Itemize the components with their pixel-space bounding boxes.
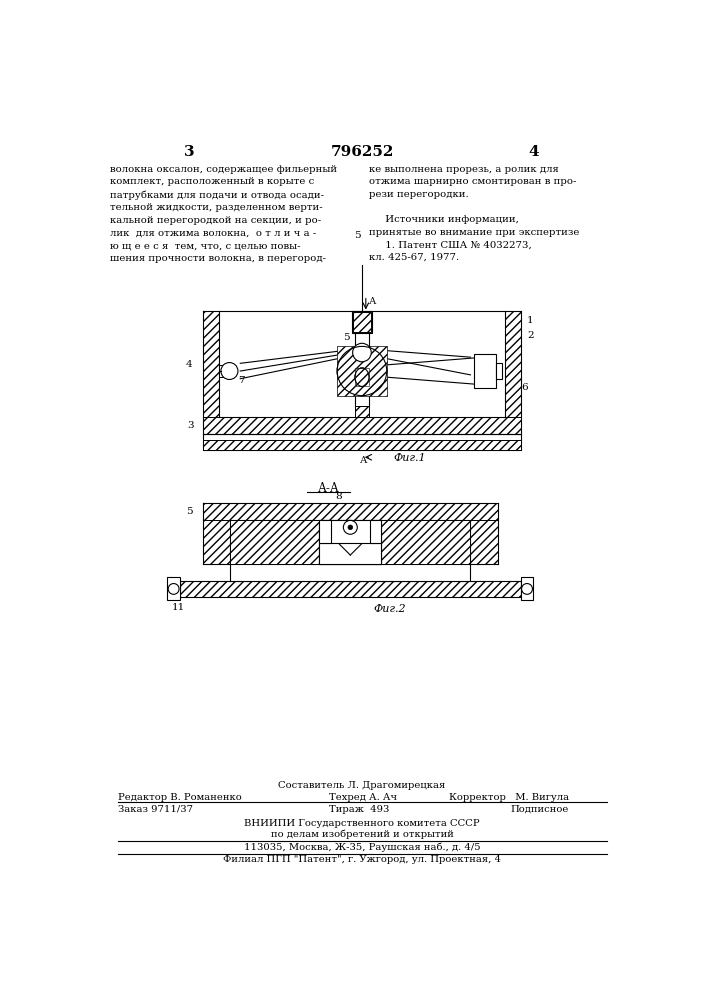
Ellipse shape xyxy=(355,368,369,386)
Bar xyxy=(203,440,521,450)
Bar xyxy=(180,581,521,597)
Text: 3: 3 xyxy=(184,145,194,159)
Circle shape xyxy=(353,343,371,362)
Bar xyxy=(355,406,369,417)
Bar xyxy=(320,520,381,564)
Text: 4: 4 xyxy=(186,360,192,369)
Text: 11: 11 xyxy=(172,603,185,612)
Bar xyxy=(381,520,470,564)
Text: А: А xyxy=(369,297,376,306)
Bar xyxy=(470,503,498,564)
Bar xyxy=(218,365,223,377)
Text: А-А: А-А xyxy=(317,482,339,495)
Text: 6: 6 xyxy=(521,383,527,392)
Bar xyxy=(352,311,372,333)
Bar xyxy=(337,346,387,396)
Text: 1: 1 xyxy=(527,316,534,325)
Text: 3: 3 xyxy=(187,421,194,430)
Circle shape xyxy=(168,584,179,594)
Bar xyxy=(496,363,502,379)
Circle shape xyxy=(221,363,238,379)
Bar xyxy=(203,503,230,564)
Text: ке выполнена прорезь, а ролик для
отжима шарнирно смонтирован в про-
рези перего: ке выполнена прорезь, а ролик для отжима… xyxy=(369,165,579,262)
Text: 10: 10 xyxy=(343,567,356,576)
Circle shape xyxy=(337,346,387,396)
Text: по делам изобретений и открытий: по делам изобретений и открытий xyxy=(271,830,453,839)
Bar xyxy=(203,311,218,434)
Circle shape xyxy=(348,525,353,530)
Text: Тираж  493: Тираж 493 xyxy=(329,805,389,814)
Bar xyxy=(353,312,371,332)
Text: 9: 9 xyxy=(358,551,365,560)
Text: Подписное: Подписное xyxy=(510,805,569,814)
Text: Филиал ПГП "Патент", г. Ужгород, ул. Проектная, 4: Филиал ПГП "Патент", г. Ужгород, ул. Про… xyxy=(223,855,501,864)
Circle shape xyxy=(344,520,357,534)
Text: 8: 8 xyxy=(335,492,341,501)
Text: Заказ 9711/37: Заказ 9711/37 xyxy=(118,805,193,814)
Bar xyxy=(203,503,498,520)
Bar xyxy=(168,577,180,600)
Text: 7: 7 xyxy=(238,376,245,385)
Bar xyxy=(506,311,521,434)
Bar xyxy=(230,520,320,564)
Bar xyxy=(355,406,369,417)
Bar xyxy=(320,520,331,543)
Text: Корректор   М. Вигула: Корректор М. Вигула xyxy=(449,793,569,802)
Bar xyxy=(230,564,470,581)
Bar xyxy=(370,520,381,543)
Text: 2: 2 xyxy=(527,331,534,340)
Text: 796252: 796252 xyxy=(330,145,394,159)
Bar xyxy=(230,520,470,564)
Text: 113035, Москва, Ж-35, Раушская наб., д. 4/5: 113035, Москва, Ж-35, Раушская наб., д. … xyxy=(244,842,480,852)
Text: А: А xyxy=(360,456,367,465)
Text: Фиг.1: Фиг.1 xyxy=(393,453,426,463)
Text: волокна оксалон, содержащее фильерный
комплект, расположенный в корыте с
патрубк: волокна оксалон, содержащее фильерный ко… xyxy=(110,165,337,263)
Circle shape xyxy=(522,584,532,594)
Text: Составитель Л. Драгомирецкая: Составитель Л. Драгомирецкая xyxy=(279,781,445,790)
Text: Техред А. Ач: Техред А. Ач xyxy=(329,793,397,802)
Text: Фиг.2: Фиг.2 xyxy=(373,604,407,614)
Text: 8: 8 xyxy=(373,381,380,390)
Text: ВНИИПИ Государственного комитета СССР: ВНИИПИ Государственного комитета СССР xyxy=(244,819,480,828)
Bar xyxy=(320,543,381,564)
Bar xyxy=(203,417,521,434)
Bar xyxy=(355,368,369,386)
Text: 5: 5 xyxy=(186,507,192,516)
Bar xyxy=(521,577,533,600)
Bar xyxy=(203,434,521,450)
Bar xyxy=(474,354,496,388)
Text: Редактор В. Романенко: Редактор В. Романенко xyxy=(118,793,242,802)
Text: 4: 4 xyxy=(529,145,539,159)
Text: 5: 5 xyxy=(343,333,349,342)
Text: 5: 5 xyxy=(354,231,361,240)
